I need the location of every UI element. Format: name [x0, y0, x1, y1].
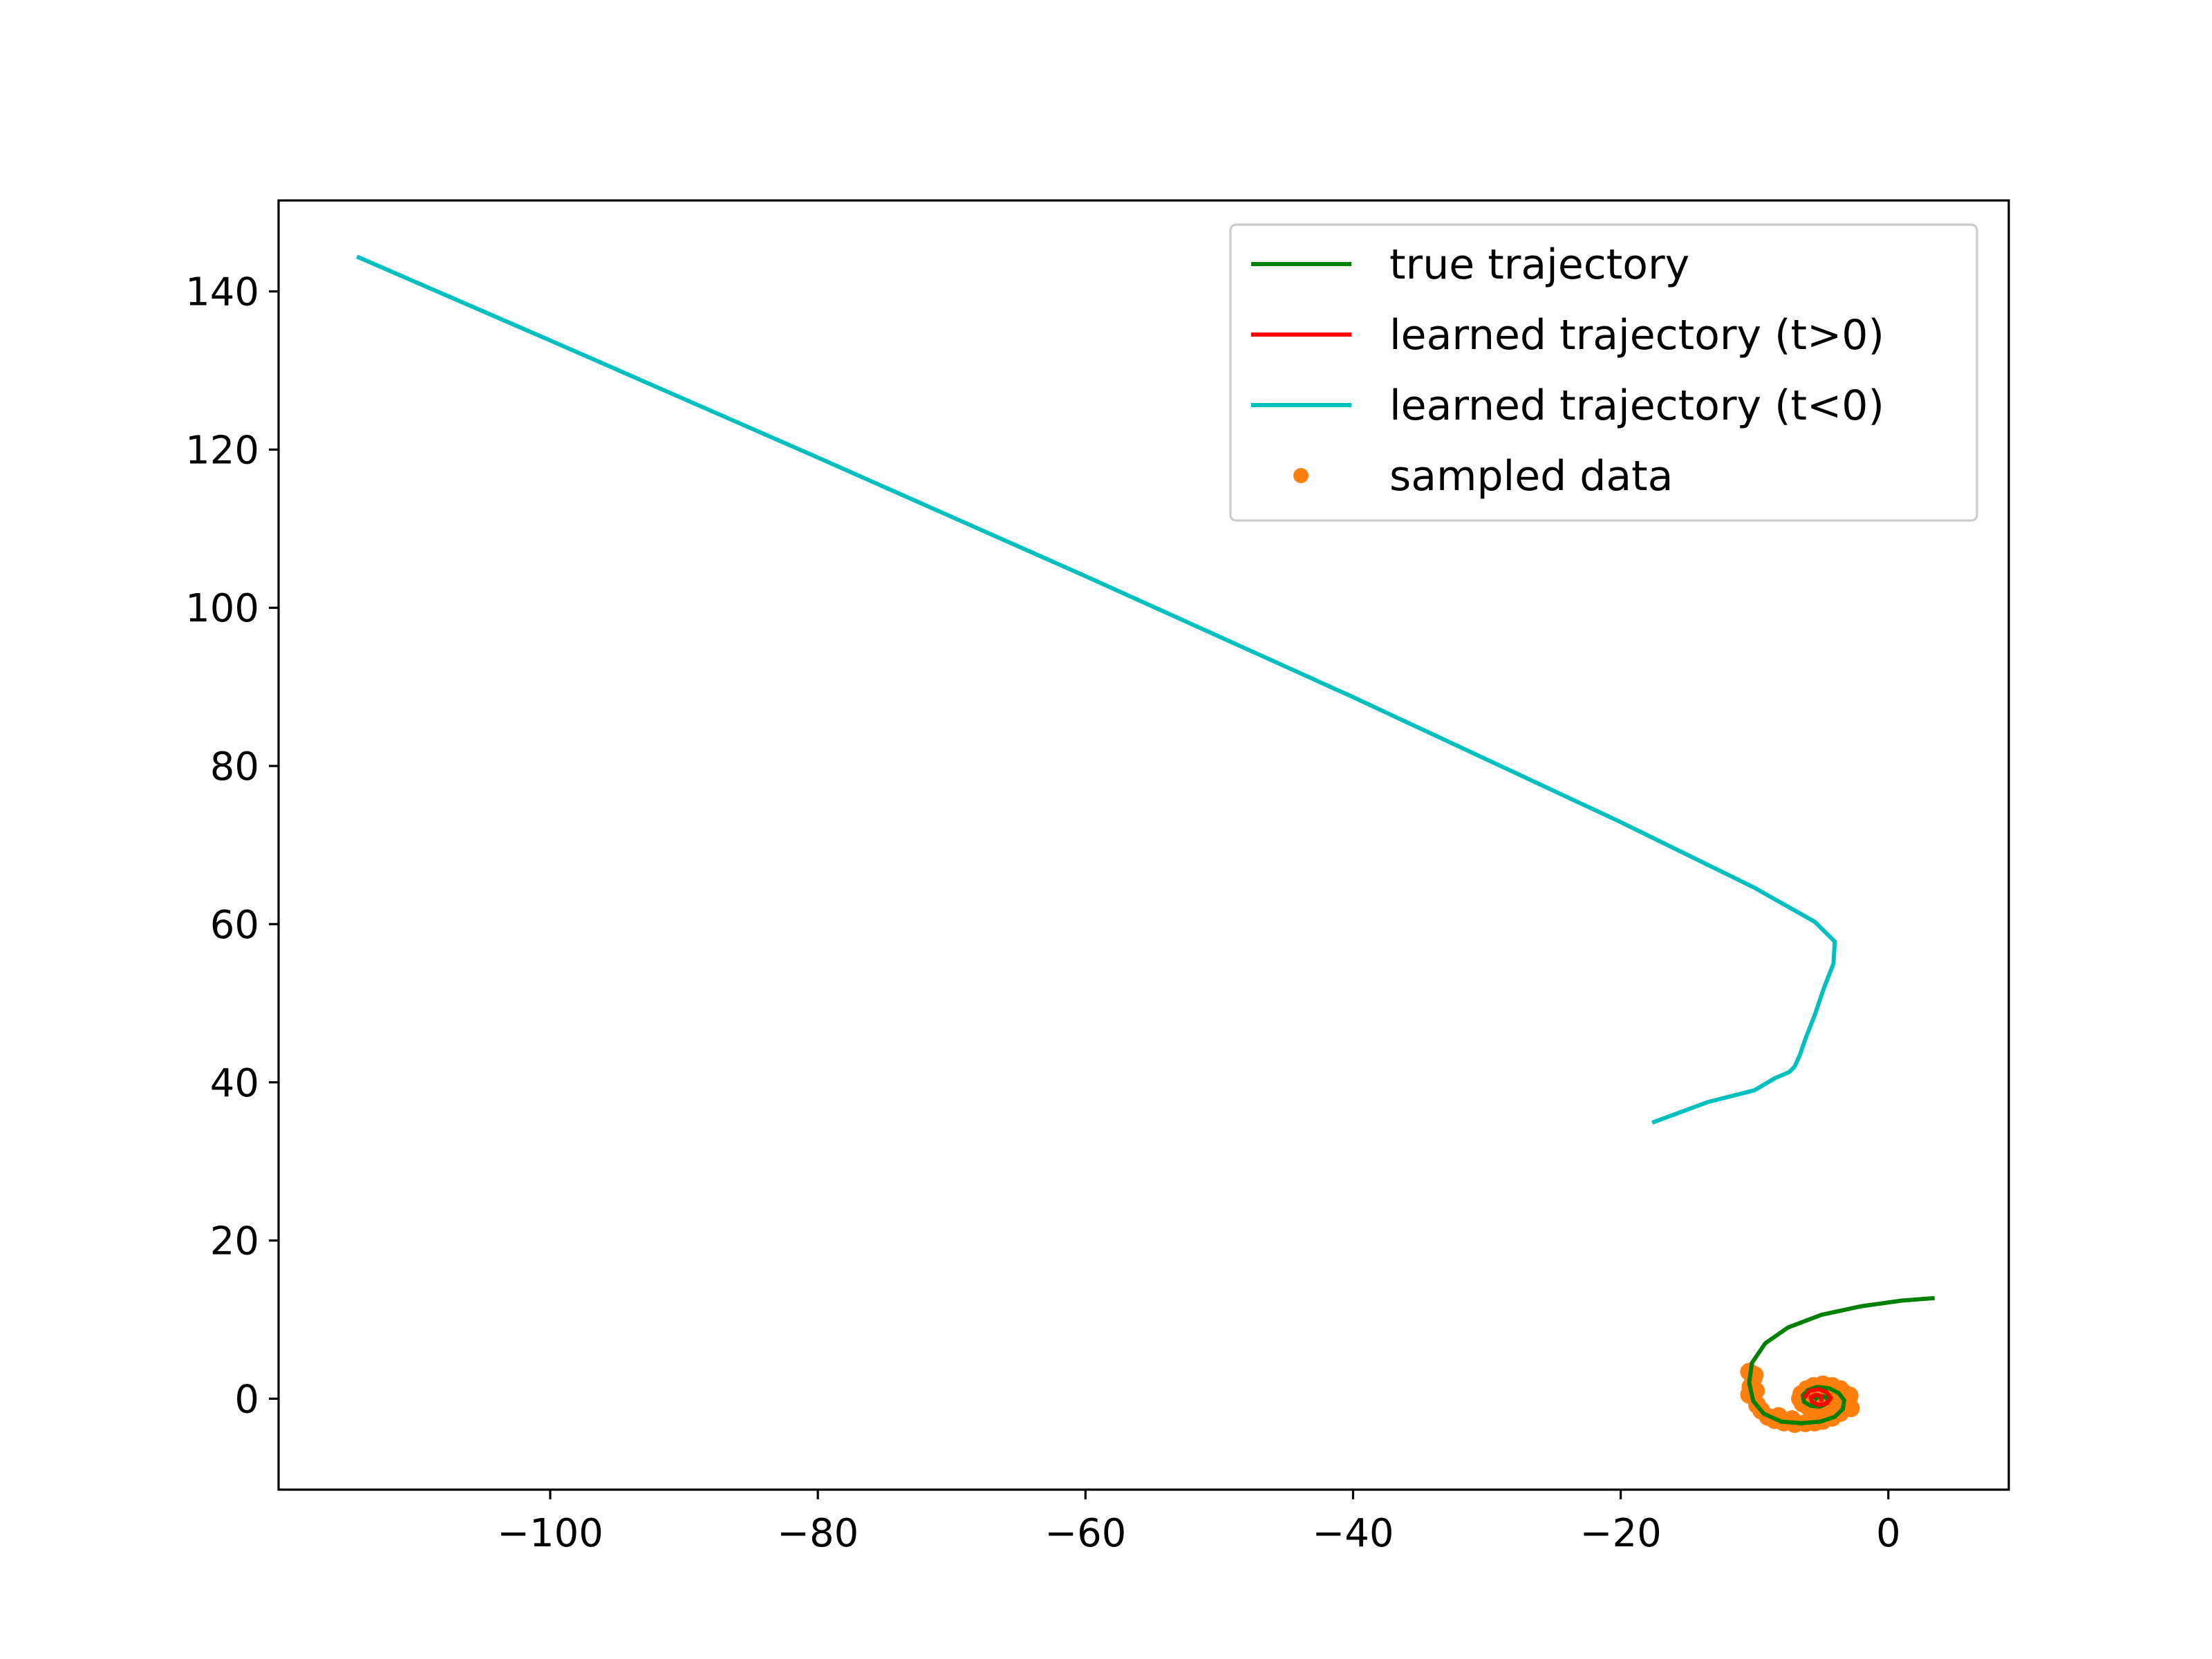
y-tick-label: 0 — [234, 1377, 259, 1422]
legend-label: true trajectory — [1389, 241, 1689, 289]
x-tick-label: −40 — [1312, 1511, 1394, 1556]
x-tick-label: −60 — [1044, 1511, 1126, 1556]
legend: true trajectory learned trajectory (t>0) l… — [1229, 223, 1978, 522]
y-axis: 0 20 40 60 80 100 120 140 — [185, 270, 279, 1422]
plot-data — [356, 254, 1935, 1434]
legend-box — [1229, 223, 1978, 522]
x-tick-label: −100 — [497, 1511, 603, 1556]
y-tick-label: 140 — [185, 270, 259, 315]
legend-label: learned trajectory (t<0) — [1389, 382, 1884, 430]
y-tick-label: 120 — [185, 428, 259, 473]
y-tick-label: 40 — [210, 1061, 259, 1106]
y-tick-label: 80 — [210, 744, 259, 789]
x-tick-label: −20 — [1580, 1511, 1662, 1556]
x-tick-label: −80 — [777, 1511, 859, 1556]
x-axis: −100 −80 −60 −40 −20 0 — [497, 1490, 1901, 1556]
y-tick-label: 100 — [185, 586, 259, 631]
plot-frame — [277, 199, 2010, 1491]
legend-label: learned trajectory (t>0) — [1389, 311, 1884, 359]
x-tick-label: 0 — [1876, 1511, 1901, 1556]
legend-label: sampled data — [1389, 452, 1673, 500]
legend-swatch-sampled-data — [1293, 468, 1309, 483]
y-tick-label: 60 — [210, 903, 259, 948]
y-tick-label: 20 — [210, 1219, 259, 1264]
series-line-learned-trajectory-t-0 — [356, 254, 1837, 1125]
series-line-learned-trajectory-t-0 — [1802, 1387, 1833, 1407]
